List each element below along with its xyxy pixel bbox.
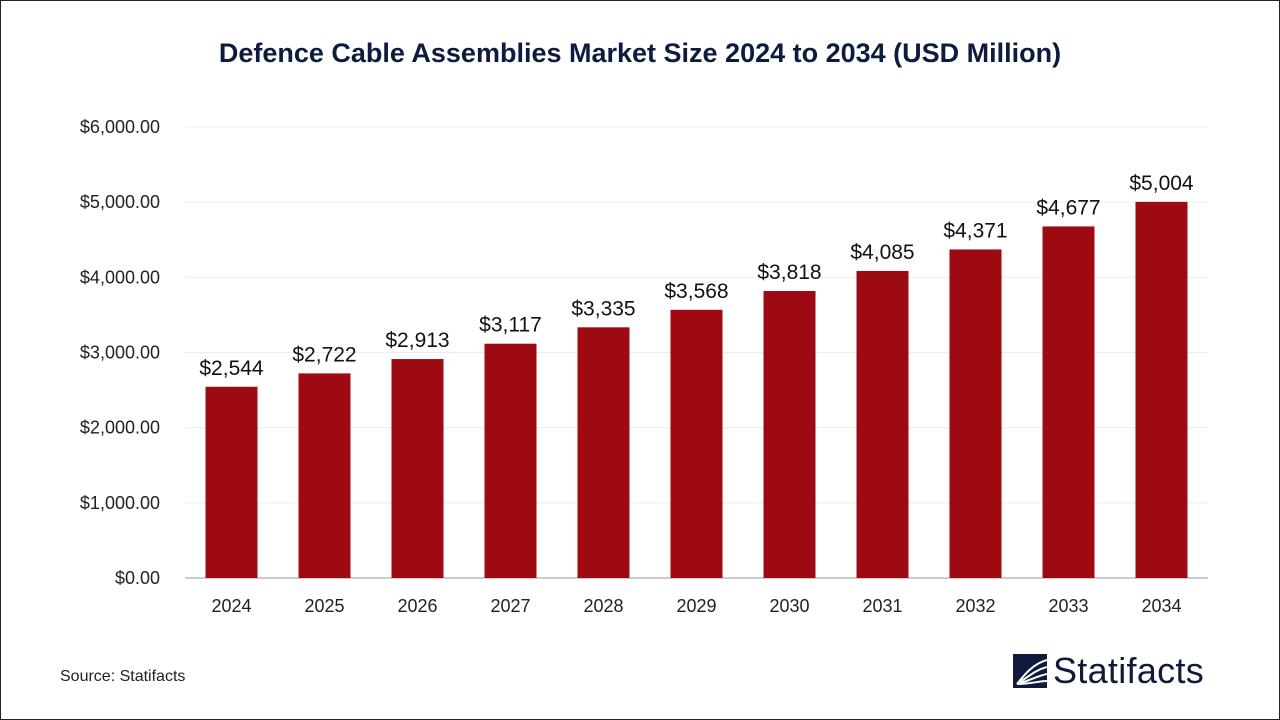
bar-2026 — [391, 359, 444, 578]
bar-2029 — [670, 309, 723, 578]
x-tick-label: 2029 — [676, 596, 716, 616]
x-tick-label: 2027 — [490, 596, 530, 616]
bar-2031 — [856, 270, 909, 578]
x-tick-label: 2028 — [583, 596, 623, 616]
statifacts-logo-icon — [1013, 654, 1047, 688]
bar-2030 — [763, 291, 816, 578]
data-label: $4,677 — [1036, 196, 1100, 219]
x-tick-label: 2031 — [862, 596, 902, 616]
x-tick-label: 2034 — [1141, 596, 1181, 616]
chart-title: Defence Cable Assemblies Market Size 202… — [218, 38, 1062, 68]
statifacts-logo-text: Statifacts — [1053, 650, 1205, 691]
data-label: $4,085 — [850, 241, 914, 264]
y-tick-label: $5,000.00 — [80, 192, 160, 212]
data-label: $2,544 — [199, 357, 264, 380]
y-tick-label: $0.00 — [115, 568, 160, 588]
bar-2032 — [949, 249, 1002, 578]
y-tick-label: $2,000.00 — [80, 418, 160, 438]
data-label: $2,722 — [292, 343, 356, 366]
x-tick-label: 2033 — [1048, 596, 1088, 616]
y-tick-label: $3,000.00 — [80, 343, 160, 363]
x-tick-label: 2024 — [211, 596, 251, 616]
data-label: $2,913 — [385, 329, 449, 352]
data-label: $4,371 — [943, 219, 1007, 242]
statifacts-logo: Statifacts — [1013, 650, 1204, 692]
x-tick-label: 2026 — [397, 596, 437, 616]
x-tick-label: 2025 — [304, 596, 344, 616]
x-tick-label: 2032 — [955, 596, 995, 616]
data-label: $3,818 — [757, 261, 821, 284]
data-label: $5,004 — [1129, 172, 1194, 195]
x-tick-label: 2030 — [769, 596, 809, 616]
bar-2034 — [1135, 201, 1188, 578]
bar-2025 — [298, 373, 351, 578]
bar-2033 — [1042, 226, 1095, 578]
data-label: $3,117 — [479, 314, 542, 337]
y-tick-label: $6,000.00 — [80, 117, 160, 137]
bar-2028 — [577, 327, 630, 578]
bar-2024 — [205, 386, 258, 578]
y-tick-label: $4,000.00 — [80, 267, 160, 287]
source-note: Source: Statifacts — [60, 668, 186, 685]
y-tick-label: $1,000.00 — [80, 493, 160, 513]
data-label: $3,568 — [664, 280, 728, 303]
bar-2027 — [484, 343, 537, 578]
data-label: $3,335 — [571, 297, 635, 320]
